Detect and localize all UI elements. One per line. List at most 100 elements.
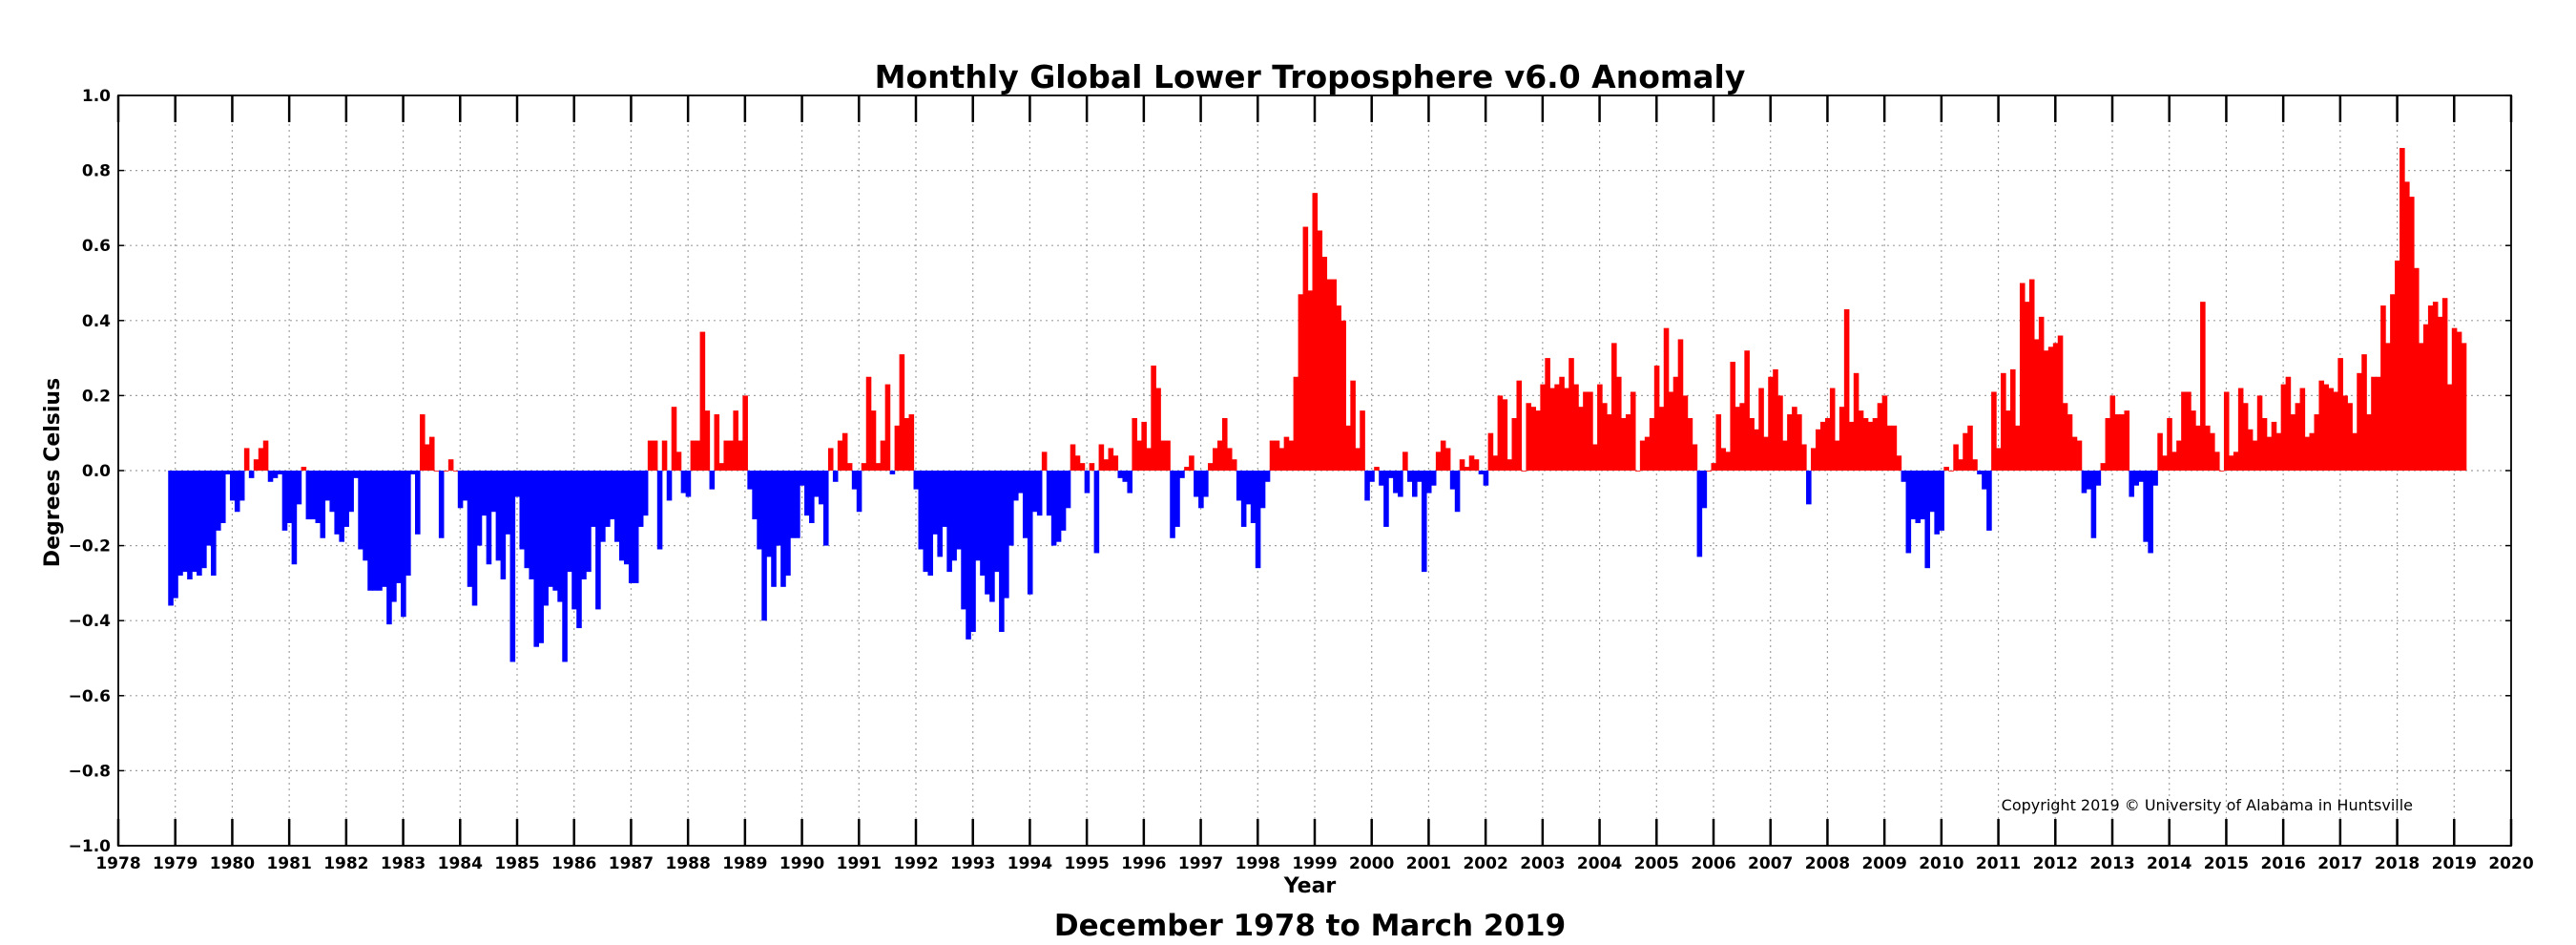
anomaly-bar [382,471,387,587]
anomaly-bar [1189,455,1195,471]
anomaly-bar [1031,471,1038,513]
anomaly-bar [1630,391,1636,471]
anomaly-bar [1782,440,1788,471]
anomaly-bar [1117,471,1124,478]
anomaly-bar [320,471,326,538]
anomaly-bar [927,471,934,577]
x-tick-label: 2002 [1463,854,1507,873]
anomaly-bar [2285,376,2292,471]
anomaly-bar [1839,407,1845,471]
anomaly-bar [1165,440,1171,471]
anomaly-bar [985,471,990,595]
anomaly-bar [628,471,634,583]
anomaly-bar [1259,471,1266,509]
anomaly-bar [348,471,354,513]
anomaly-bar [2038,316,2045,471]
anomaly-bar [846,463,853,471]
anomaly-bar [1739,403,1745,471]
anomaly-bar [1829,388,1836,471]
x-tick-label: 1996 [1121,854,1166,873]
anomaly-bar [1506,459,1513,471]
anomaly-bar [1588,391,1593,471]
x-tick-label: 1994 [1008,854,1052,873]
anomaly-bar [1511,417,1518,471]
anomaly-bar [219,471,226,524]
anomaly-bar [1521,471,1527,472]
anomaly-bar [752,471,758,520]
anomaly-bar [386,471,392,625]
anomaly-bar [1216,440,1223,471]
anomaly-bar [918,471,924,550]
anomaly-bar [2333,391,2338,471]
anomaly-bar [2404,181,2410,471]
anomaly-bar [1027,471,1033,595]
anomaly-bar [424,444,430,471]
anomaly-bar [329,471,336,513]
anomaly-bar [2395,260,2400,471]
y-tick-label: 0.8 [82,162,111,181]
anomaly-bar [343,471,349,527]
anomaly-bar [2052,343,2059,471]
anomaly-bar [2181,391,2187,471]
anomaly-bar [2047,346,2054,471]
anomaly-bar [2376,376,2381,471]
anomaly-bar [2237,388,2244,471]
anomaly-bar [1773,368,1778,471]
anomaly-bar [1943,467,1949,471]
y-tick-label: −0.4 [69,612,112,631]
anomaly-bar [1336,305,1341,471]
anomaly-bar [1350,380,1356,471]
x-tick-label: 2005 [1634,854,1679,873]
anomaly-bar [1379,471,1384,486]
anomaly-bar [562,471,568,662]
anomaly-bar [610,471,615,520]
anomaly-bar [1203,471,1209,497]
anomaly-bar [1074,455,1081,471]
anomaly-bar [2441,298,2448,471]
anomaly-bar [2124,410,2130,471]
anomaly-bar [391,471,397,602]
anomaly-bar [1677,339,1684,471]
y-tick-label: −0.2 [69,537,111,556]
anomaly-bar [1046,471,1052,516]
anomaly-bar [2071,436,2078,471]
anomaly-bar [509,471,516,662]
x-tick-label: 1987 [609,854,654,873]
anomaly-bar [2133,471,2139,486]
anomaly-bar [1360,410,1365,471]
anomaly-bar [1735,407,1740,471]
anomaly-bar [1098,444,1105,471]
x-tick-label: 1991 [837,854,882,873]
anomaly-bar [1720,448,1727,471]
anomaly-bar [989,471,995,602]
anomaly-bar [248,471,255,478]
anomaly-bar [800,471,805,486]
anomaly-bar [785,471,791,577]
anomaly-bar [2223,391,2230,471]
anomaly-bar [2043,350,2049,471]
anomaly-bar [1787,414,1793,471]
anomaly-bar [2422,324,2429,471]
anomaly-bar [168,471,174,606]
anomaly-bar [2176,440,2182,471]
anomaly-bar [1953,444,1959,471]
anomaly-bar [438,471,445,538]
anomaly-bar [2247,429,2254,471]
anomaly-bar [576,471,582,629]
anomaly-bar [2218,471,2225,472]
anomaly-bar [514,471,521,497]
anomaly-bar [2446,384,2453,471]
anomaly-bar [2028,279,2035,471]
anomaly-bar [1146,448,1152,471]
anomaly-bar [1492,455,1499,471]
x-tick-label: 2014 [2147,854,2192,873]
anomaly-bar [2062,403,2068,471]
anomaly-bar [2010,368,2016,471]
anomaly-bar [1915,471,1922,524]
anomaly-bar [666,471,673,501]
anomaly-bar [1184,467,1190,471]
x-tick-label: 2001 [1406,854,1451,873]
anomaly-bar [714,414,720,471]
anomaly-bar [2399,148,2405,471]
anomaly-bar [1526,403,1532,471]
